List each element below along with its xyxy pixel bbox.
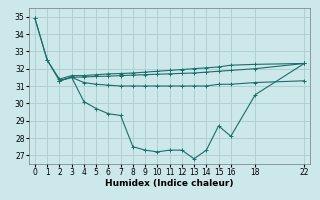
X-axis label: Humidex (Indice chaleur): Humidex (Indice chaleur): [105, 179, 234, 188]
